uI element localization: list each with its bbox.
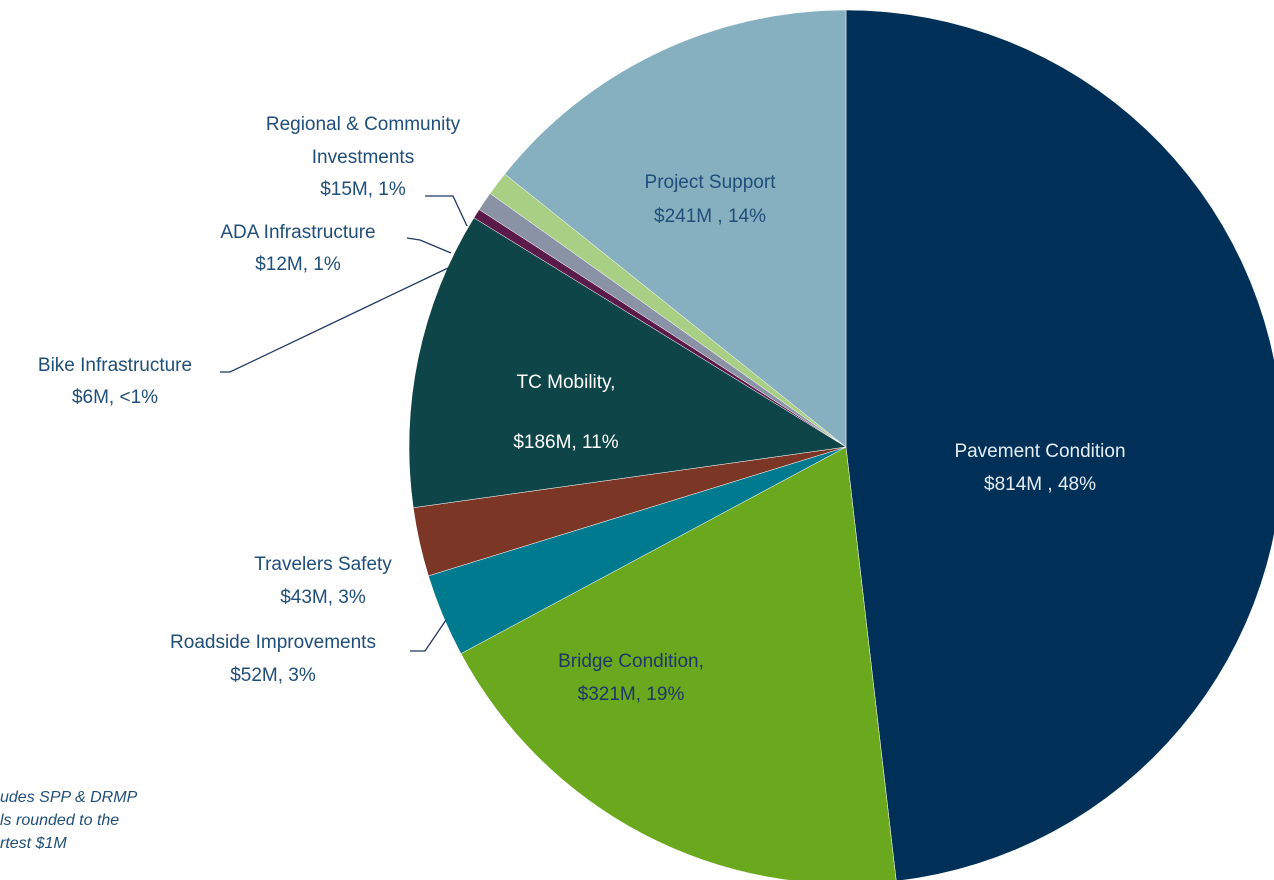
value-label: $43M, 3%	[280, 587, 366, 608]
leader-line	[425, 195, 468, 227]
leader-line	[220, 267, 449, 373]
annotation: rtest $1M	[0, 835, 67, 852]
pie-slice	[845, 9, 1274, 880]
leader-line	[410, 619, 447, 652]
slice-label: Travelers Safety	[254, 554, 392, 575]
pie-slice	[408, 217, 847, 509]
slice-label: Regional & Community Investments	[266, 114, 461, 168]
slice-label: ADA Infrastructure	[220, 222, 375, 243]
pie-slice	[460, 446, 897, 880]
value-label: $12M, 1%	[255, 254, 341, 275]
slices	[408, 9, 1274, 880]
slice-label: Bridge Condition,	[558, 651, 704, 672]
pie-slice	[504, 9, 847, 448]
leader-lines	[220, 195, 468, 652]
slice-label: Pavement Condition	[954, 441, 1125, 462]
value-label: $186M, 11%	[513, 432, 618, 453]
value-label: $814M , 48%	[984, 474, 1096, 495]
value-label: $241M , 14%	[654, 206, 766, 227]
slice-label: TC Mobility,	[517, 372, 616, 393]
value-label: $321M, 19%	[578, 684, 685, 705]
annotation: ls rounded to the	[0, 812, 119, 829]
slice-label: Roadside Improvements	[170, 632, 376, 653]
annotation: udes SPP & DRMP	[0, 789, 138, 806]
slice-label: Project Support	[645, 172, 777, 193]
value-label: $15M, 1%	[320, 179, 406, 200]
slice-label: Bike Infrastructure	[38, 355, 192, 376]
value-label: $52M, 3%	[230, 665, 316, 686]
labels: Pavement Condition $814M , 48% Bridge Cond…	[38, 114, 1126, 705]
value-label: $6M, <1%	[72, 387, 158, 408]
leader-line	[406, 237, 452, 254]
